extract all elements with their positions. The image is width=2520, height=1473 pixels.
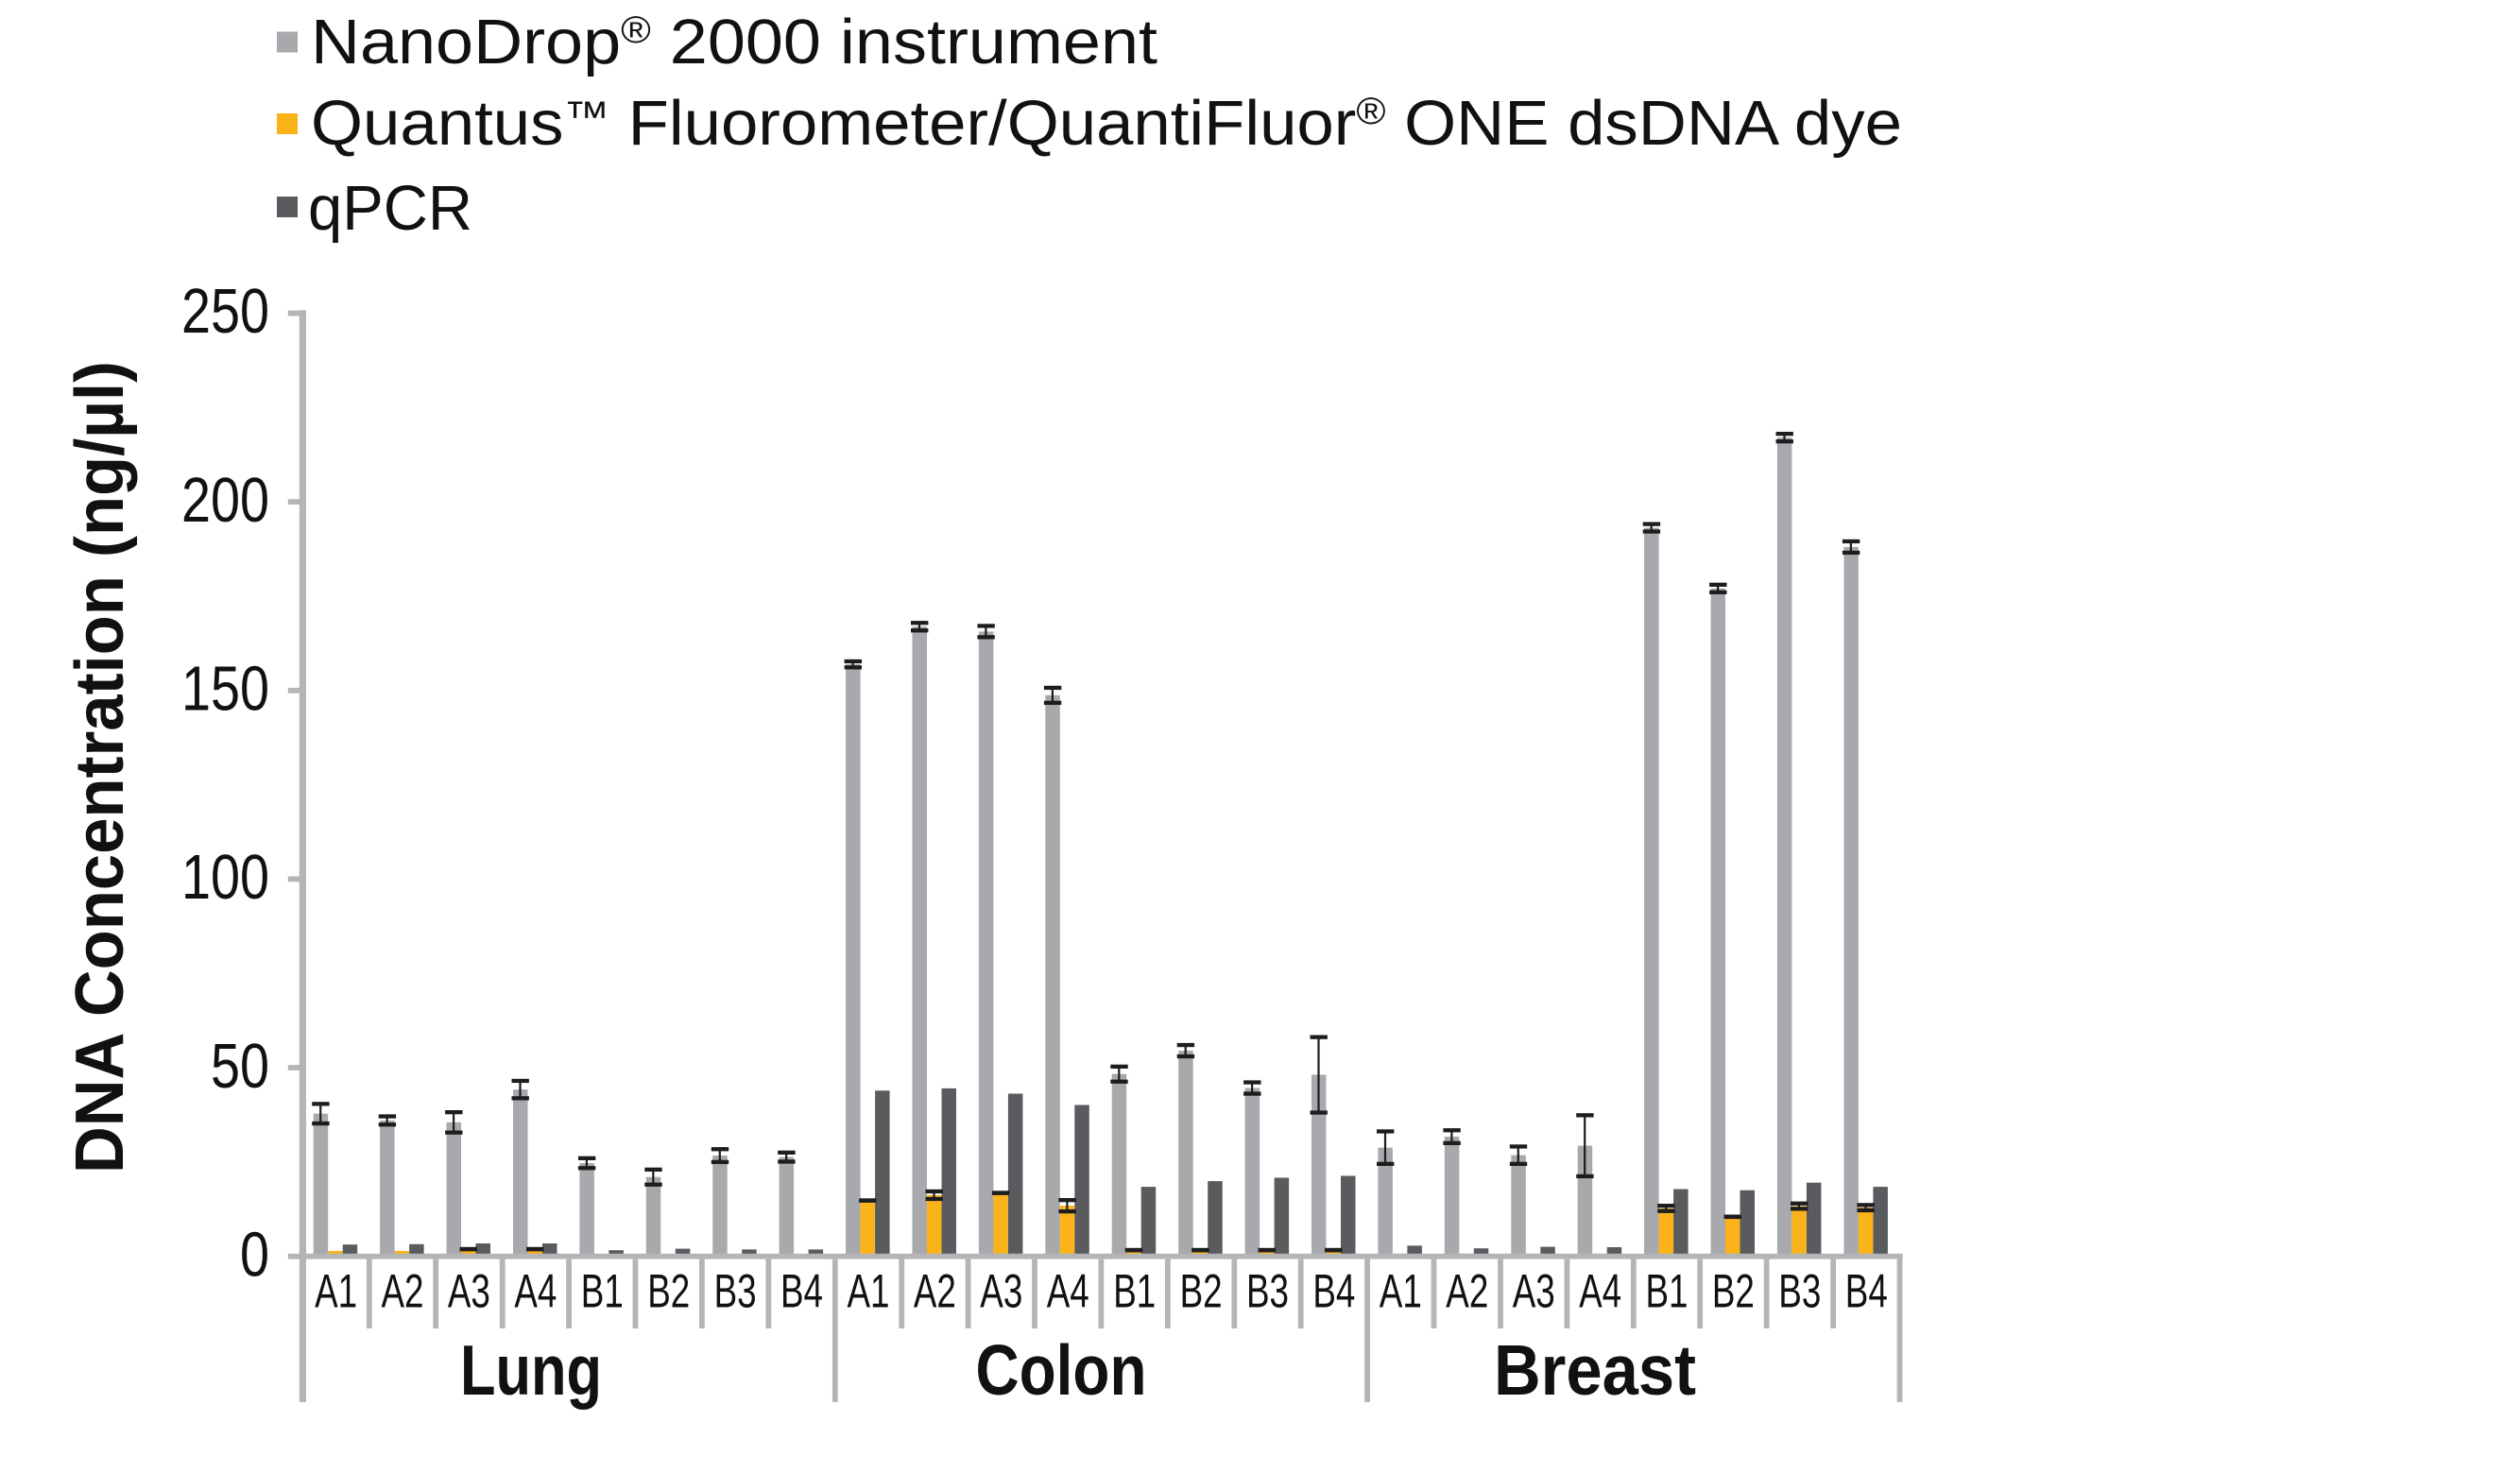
svg-text:0: 0 — [240, 1220, 269, 1291]
svg-text:A2: A2 — [914, 1265, 956, 1318]
svg-text:B1: B1 — [1646, 1265, 1689, 1318]
svg-text:50: 50 — [211, 1031, 269, 1102]
svg-text:B4: B4 — [780, 1265, 823, 1318]
svg-text:A4: A4 — [1579, 1265, 1621, 1318]
svg-text:200: 200 — [181, 465, 269, 536]
svg-text:A3: A3 — [980, 1265, 1022, 1318]
svg-text:B3: B3 — [714, 1265, 757, 1318]
svg-text:150: 150 — [181, 654, 269, 725]
svg-text:B2: B2 — [1712, 1265, 1755, 1318]
svg-text:Breast: Breast — [1494, 1330, 1696, 1410]
svg-text:NanoDrop® 2000 instrument: NanoDrop ® 2000 instrument — [311, 7, 1157, 77]
svg-text:B1: B1 — [581, 1265, 624, 1318]
svg-text:A4: A4 — [514, 1265, 557, 1318]
svg-text:B3: B3 — [1246, 1265, 1289, 1318]
svg-text:B2: B2 — [647, 1265, 690, 1318]
svg-text:A1: A1 — [848, 1265, 890, 1318]
svg-text:B4: B4 — [1312, 1265, 1355, 1318]
svg-text:B2: B2 — [1180, 1265, 1223, 1318]
svg-text:Colon: Colon — [976, 1330, 1147, 1410]
svg-text:B4: B4 — [1845, 1265, 1888, 1318]
svg-text:A1: A1 — [315, 1265, 357, 1318]
svg-text:100: 100 — [181, 842, 269, 913]
svg-text:A3: A3 — [1513, 1265, 1555, 1318]
svg-text:A2: A2 — [1446, 1265, 1488, 1318]
svg-text:B3: B3 — [1778, 1265, 1821, 1318]
svg-text:DNA Concentration (ng/µl): DNA Concentration (ng/µl) — [62, 361, 138, 1173]
svg-text:250: 250 — [181, 276, 269, 347]
svg-text:Lung: Lung — [460, 1330, 602, 1410]
svg-text:A1: A1 — [1380, 1265, 1422, 1318]
svg-text:A3: A3 — [448, 1265, 490, 1318]
svg-text:B1: B1 — [1113, 1265, 1156, 1318]
svg-text:A2: A2 — [382, 1265, 424, 1318]
svg-text:A4: A4 — [1047, 1265, 1089, 1318]
svg-text:qPCR: qPCR — [308, 173, 472, 244]
